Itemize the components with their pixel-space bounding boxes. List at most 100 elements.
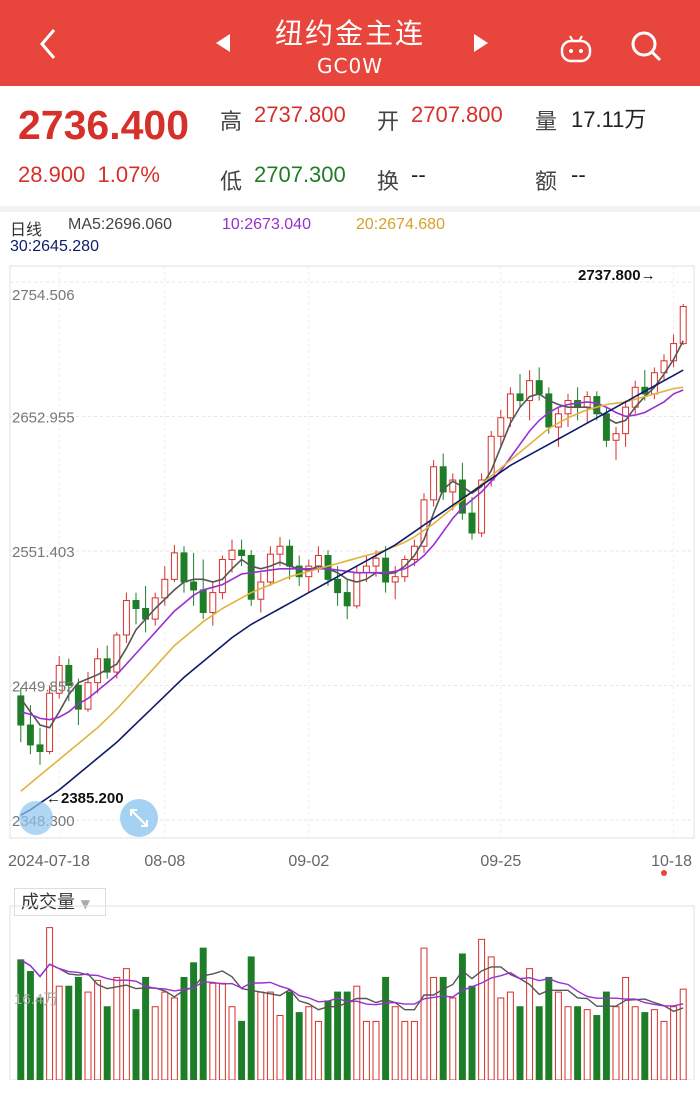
volume-bar bbox=[602, 991, 610, 1080]
open-label: 开 bbox=[377, 110, 400, 135]
volume-bar bbox=[574, 1006, 582, 1080]
low-annotation: ←2385.200 bbox=[46, 790, 124, 807]
volume-bar bbox=[84, 991, 92, 1080]
period-label[interactable]: 日线 bbox=[10, 222, 43, 239]
volume-bar bbox=[468, 985, 476, 1080]
y-tick-label: 2551.403 bbox=[12, 544, 75, 561]
volume-bar bbox=[487, 956, 495, 1080]
volume-bar bbox=[478, 938, 486, 1080]
volume-bar bbox=[670, 1006, 678, 1080]
volume-value: 17.11万 bbox=[571, 107, 647, 132]
volume-bar bbox=[449, 997, 457, 1080]
candle-body bbox=[334, 578, 342, 594]
candle-body bbox=[113, 634, 121, 673]
robot-assistant-icon[interactable] bbox=[556, 28, 596, 68]
candle-body bbox=[55, 664, 63, 694]
volume-bar bbox=[660, 1020, 668, 1080]
candlestick-chart[interactable]: 2754.5062652.9552551.4032449.8522348.300… bbox=[0, 258, 700, 878]
price-change: 28.900 1.07% bbox=[18, 162, 160, 188]
high-value: 2737.800 bbox=[254, 102, 346, 127]
candle-body bbox=[526, 380, 534, 402]
candle-body bbox=[602, 413, 610, 441]
previous-contract-icon[interactable] bbox=[212, 32, 234, 58]
candle-body bbox=[190, 581, 198, 591]
volume-bar bbox=[151, 1006, 159, 1080]
volume-chart[interactable]: 16.4万 bbox=[0, 880, 700, 1080]
low-label: 低 bbox=[220, 170, 243, 195]
candle-body bbox=[612, 433, 620, 441]
next-contract-icon[interactable] bbox=[470, 32, 492, 58]
candle-body bbox=[468, 512, 476, 534]
today-dot bbox=[661, 870, 667, 876]
last-price: 2736.400 bbox=[18, 102, 190, 148]
candle-body bbox=[276, 545, 284, 555]
candle-body bbox=[679, 306, 687, 345]
y-tick-label: 2652.955 bbox=[12, 409, 75, 426]
volume-bar bbox=[372, 1020, 380, 1080]
ma30-legend: 30:2645.280 bbox=[10, 238, 99, 255]
amount-value: -- bbox=[571, 162, 586, 187]
candle-body bbox=[353, 572, 361, 607]
back-icon[interactable] bbox=[30, 24, 70, 64]
volume-bar bbox=[612, 1006, 620, 1080]
volume-bar bbox=[103, 1006, 111, 1080]
volume-bar bbox=[276, 1015, 284, 1080]
volume-bar bbox=[410, 1020, 418, 1080]
candle-body bbox=[286, 545, 294, 567]
volume-bar bbox=[401, 1020, 409, 1080]
candle-body bbox=[266, 553, 274, 583]
volume-bar bbox=[564, 1006, 572, 1080]
volume-bar bbox=[362, 1020, 370, 1080]
x-tick-label: 09-02 bbox=[288, 853, 329, 870]
volume-bar bbox=[535, 1006, 543, 1080]
divider bbox=[0, 206, 700, 212]
candle-body bbox=[478, 479, 486, 534]
x-tick-label: 08-08 bbox=[144, 853, 185, 870]
candle-body bbox=[439, 466, 447, 493]
turnover-label: 换 bbox=[377, 170, 400, 195]
candle-body bbox=[410, 545, 418, 560]
candle-body bbox=[257, 581, 265, 600]
ma-line-20 bbox=[20, 386, 684, 792]
volume-bar bbox=[180, 976, 188, 1080]
volume-bar bbox=[334, 991, 342, 1080]
volume-bar bbox=[257, 991, 265, 1080]
volume-bar bbox=[324, 1000, 332, 1080]
search-icon[interactable] bbox=[626, 26, 666, 66]
volume-label: 量 bbox=[535, 110, 558, 135]
volume-bar bbox=[631, 1006, 639, 1080]
volume-bar bbox=[199, 947, 207, 1080]
x-tick-label: 2024-07-18 bbox=[8, 853, 90, 870]
volume-bar bbox=[420, 947, 428, 1080]
volume-ma-line bbox=[20, 959, 684, 1007]
volume-bar bbox=[55, 985, 63, 1080]
volume-bar bbox=[142, 976, 150, 1080]
top-bar: 纽约金主连 GC0W bbox=[0, 0, 700, 86]
volume-bar bbox=[218, 982, 226, 1080]
volume-bar bbox=[343, 991, 351, 1080]
volume-bar bbox=[132, 1009, 140, 1080]
expand-icon bbox=[130, 809, 148, 827]
ma10-legend: 10:2673.040 bbox=[222, 216, 311, 233]
candle-body bbox=[372, 557, 380, 567]
candle-body bbox=[17, 695, 25, 726]
volume-bar bbox=[161, 991, 169, 1080]
zoom-out-button[interactable] bbox=[19, 801, 53, 835]
y-tick-label: 2754.506 bbox=[12, 287, 75, 304]
turnover-value: -- bbox=[411, 162, 426, 187]
volume-bar bbox=[526, 968, 534, 1080]
candle-body bbox=[46, 692, 54, 753]
candle-body bbox=[343, 592, 351, 607]
candle-body bbox=[247, 555, 255, 600]
candle-body bbox=[122, 600, 130, 636]
volume-bar bbox=[238, 1020, 246, 1080]
candle-body bbox=[209, 592, 217, 613]
indicator-selector[interactable]: 成交量 ▼ bbox=[14, 888, 106, 916]
volume-bar bbox=[391, 1006, 399, 1080]
volume-bar bbox=[305, 1006, 313, 1080]
candle-body bbox=[449, 479, 457, 493]
candle-body bbox=[94, 658, 102, 684]
dropdown-arrow-icon: ▼ bbox=[80, 897, 90, 911]
x-tick-label: 09-25 bbox=[480, 853, 521, 870]
x-tick-label: 10-18 bbox=[651, 853, 692, 870]
